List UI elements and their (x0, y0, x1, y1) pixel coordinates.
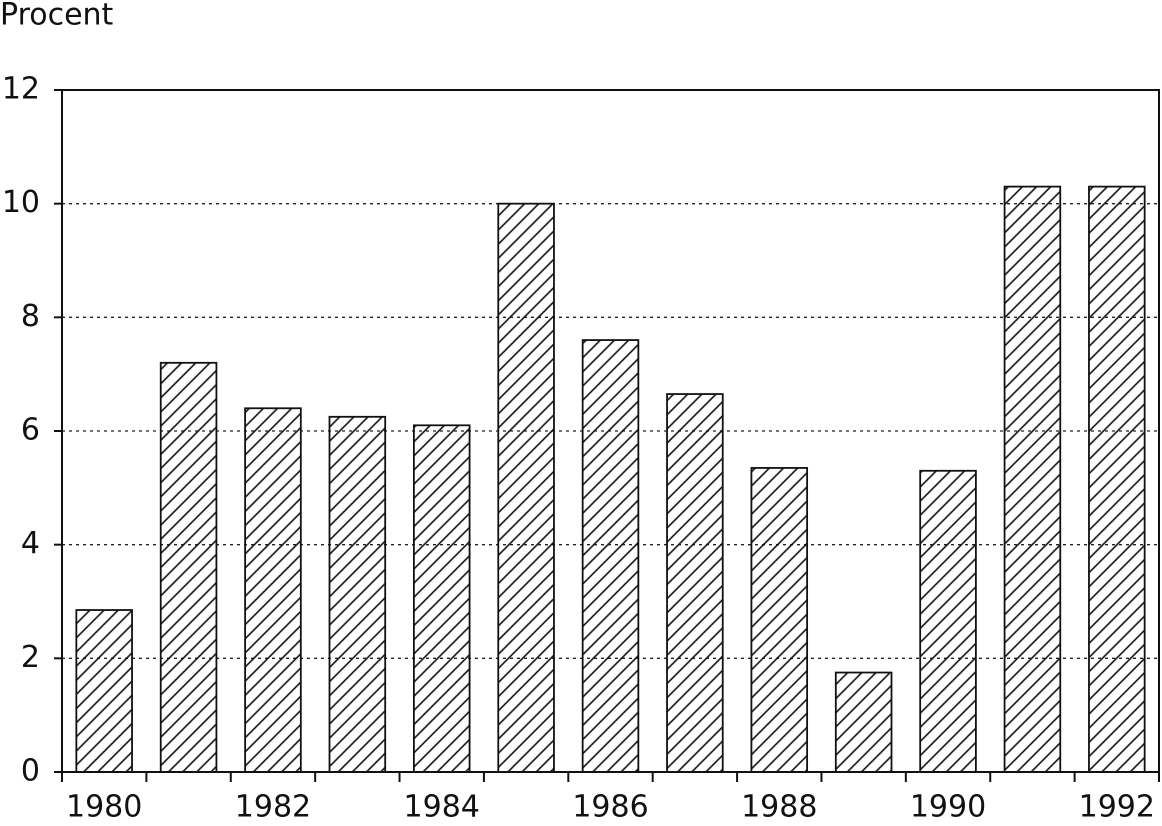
x-tick-label: 1982 (235, 790, 311, 825)
x-tick-label: 1992 (1079, 790, 1155, 825)
x-tick-label: 1990 (910, 790, 986, 825)
y-tick-label: 4 (21, 526, 40, 561)
bar (750, 467, 809, 773)
y-tick-label: 8 (21, 299, 40, 334)
bar (1088, 185, 1146, 773)
bar (919, 469, 977, 773)
bar (412, 424, 471, 773)
bar (666, 393, 724, 773)
bar (834, 671, 893, 773)
y-tick-label: 0 (21, 754, 40, 789)
x-tick-label: 1984 (404, 790, 480, 825)
bar (244, 407, 302, 773)
y-axis-label: Procent (0, 0, 114, 33)
bar (497, 202, 555, 773)
y-tick-label: 2 (21, 640, 40, 675)
y-tick-label: 10 (2, 185, 40, 220)
bar (1003, 185, 1062, 773)
x-tick-label: 1980 (66, 790, 142, 825)
bar (75, 609, 133, 773)
bar (159, 361, 218, 773)
x-tick-label: 1986 (572, 790, 648, 825)
bar (328, 415, 387, 773)
bar (581, 339, 640, 773)
y-tick-label: 6 (21, 413, 40, 448)
y-tick-label: 12 (2, 72, 40, 107)
x-tick-label: 1988 (741, 790, 817, 825)
